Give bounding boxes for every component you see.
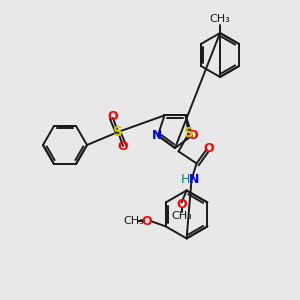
Text: O: O xyxy=(188,129,198,142)
Text: CH₃: CH₃ xyxy=(171,212,192,221)
Text: S: S xyxy=(184,126,194,140)
Text: O: O xyxy=(118,140,128,154)
Text: O: O xyxy=(176,198,187,211)
Text: H: H xyxy=(181,173,190,186)
Text: O: O xyxy=(108,110,118,124)
Text: N: N xyxy=(152,129,162,142)
Text: N: N xyxy=(188,173,199,186)
Text: O: O xyxy=(203,142,214,155)
Text: S: S xyxy=(113,125,123,139)
Text: O: O xyxy=(142,215,152,228)
Text: CH₃: CH₃ xyxy=(123,216,144,226)
Text: CH₃: CH₃ xyxy=(210,14,230,24)
